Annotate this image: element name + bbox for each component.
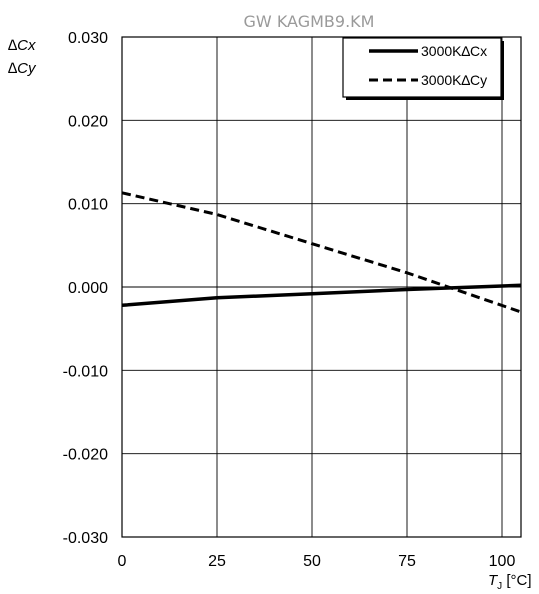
x-axis-label-var: T — [488, 572, 499, 589]
grid — [122, 37, 521, 537]
series-line-cy — [121, 191, 522, 314]
x-tick-label: 0 — [118, 553, 127, 570]
legend-label-cx: 3000K∆Cx — [421, 43, 487, 59]
y-tick-label: 0.020 — [68, 113, 108, 130]
x-axis-label-sub: J — [497, 581, 502, 592]
x-tick-label: 50 — [303, 553, 321, 570]
y-tick-label: 0.030 — [68, 30, 108, 47]
x-axis-label: TJ [°C] — [488, 572, 532, 592]
y-axis-label-cy: ∆Cy — [8, 60, 37, 77]
watermark: GW KAGMB9.KM — [244, 12, 375, 31]
series-line-cx — [121, 283, 522, 308]
x-tick-label: 100 — [489, 553, 516, 570]
y-tick-label: 0.000 — [68, 280, 108, 297]
series-lines — [121, 191, 522, 314]
x-axis-label-unit: [°C] — [502, 572, 531, 589]
legend: 3000K∆Cx 3000K∆Cy — [342, 37, 504, 100]
plot-frame — [121, 36, 522, 538]
tick-labels: 0 25 50 75 100 0.030 0.020 0.010 0.000 -0.010 -0.0… — [63, 30, 516, 570]
x-tick-label: 25 — [208, 553, 226, 570]
y-tick-label: -0.030 — [63, 530, 108, 547]
legend-label-cy: 3000K∆Cy — [421, 72, 487, 88]
y-tick-label: -0.020 — [63, 447, 108, 464]
legend-box — [342, 37, 502, 98]
x-tick-label: 75 — [398, 553, 416, 570]
y-axis-label-cx: ∆Cx — [8, 37, 36, 54]
y-tick-label: -0.010 — [63, 363, 108, 380]
y-tick-label: 0.010 — [68, 197, 108, 214]
